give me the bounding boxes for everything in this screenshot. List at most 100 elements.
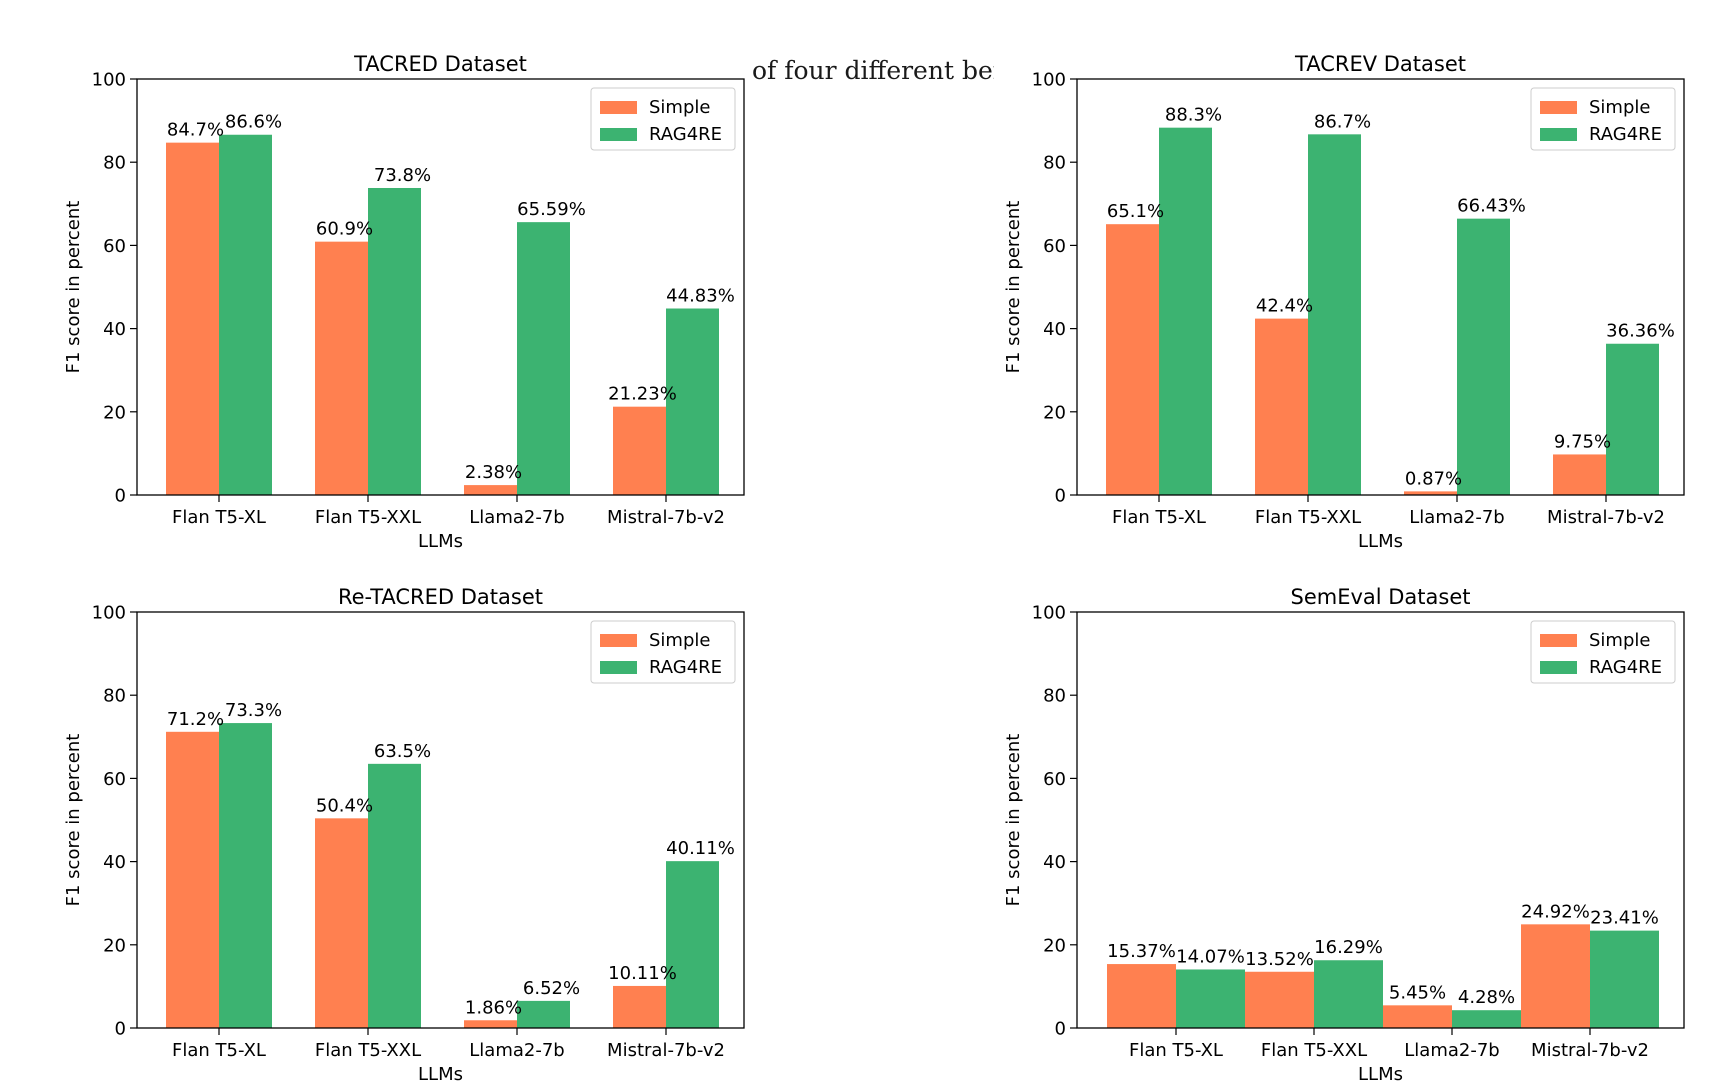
data-label: 84.7% [167,120,224,141]
x-tick-label: Flan T5-XL [1112,507,1206,528]
legend: Simple RAG4RE [1530,620,1676,684]
legend-label: Simple [649,630,710,651]
bar-simple-3 [464,1020,517,1028]
y-tick-label: 40 [103,852,126,873]
data-label: 63.5% [374,741,431,762]
y-tick-label: 80 [103,686,126,707]
data-label: 42.4% [1256,296,1313,317]
bar-rag4re-2 [368,187,421,495]
y-tick-label: 0 [115,486,126,507]
data-label: 40.11% [666,838,735,859]
chart-title: TACRED Dataset [353,52,527,76]
bar-simple-2 [315,241,368,495]
bar-rag4re-1 [1159,127,1212,495]
x-tick-label: Mistral-7b-v2 [607,1040,725,1061]
data-label: 16.29% [1314,937,1383,958]
legend-swatch-simple [600,101,637,114]
plot-frame [1076,78,1685,496]
bar-rag4re-3 [517,222,570,495]
plot-frame [136,611,745,1029]
y-tick-label: 40 [1043,852,1066,873]
bar-simple-2 [315,818,368,1028]
data-label: 65.1% [1107,201,1164,222]
legend: Simple RAG4RE [590,87,736,151]
bar-rag4re-3 [1457,218,1510,496]
data-label: 9.75% [1554,431,1611,452]
legend-label: Simple [1589,97,1650,118]
y-tick-label: 20 [103,935,126,956]
y-axis-label: F1 score in percent [1003,734,1024,907]
legend-label: RAG4RE [1589,124,1662,145]
x-tick-label: Mistral-7b-v2 [607,507,725,528]
legend-swatch-rag4re [1540,661,1577,674]
x-tick-label: Llama2-7b [1404,1040,1499,1061]
x-tick-label: Flan T5-XL [172,1040,266,1061]
y-tick-label: 100 [92,603,126,624]
data-label: 71.2% [167,709,224,730]
y-tick-label: 0 [1055,486,1066,507]
y-tick-label: 40 [1043,319,1066,340]
data-label: 66.43% [1457,196,1526,217]
data-label: 24.92% [1521,901,1590,922]
data-label: 73.3% [225,700,282,721]
bar-simple-4 [613,985,666,1028]
legend-swatch-rag4re [600,661,637,674]
data-label: 4.28% [1458,987,1515,1008]
bar-rag4re-1 [219,134,272,495]
plot-frame [136,78,745,496]
bar-rag4re-4 [666,308,719,495]
bar-rag4re-1 [219,723,272,1028]
legend-swatch-simple [1540,101,1577,114]
bar-simple-3 [1404,491,1457,495]
bar-simple-4 [613,406,666,495]
bar-simple-1 [166,731,219,1028]
data-label: 2.38% [465,462,522,483]
y-tick-label: 60 [103,236,126,257]
x-tick-label: Flan T5-XXL [315,507,421,528]
y-axis-label: F1 score in percent [1003,201,1024,374]
bar-simple-1 [166,142,219,495]
y-tick-label: 20 [1043,935,1066,956]
data-label: 13.52% [1245,949,1314,970]
y-tick-label: 20 [1043,402,1066,423]
y-tick-label: 100 [1032,70,1066,91]
y-tick-label: 60 [1043,236,1066,257]
y-tick-label: 80 [1043,686,1066,707]
x-axis-label: LLMs [1358,1064,1403,1085]
x-tick-label: Flan T5-XXL [1255,507,1361,528]
plot-frame [1076,611,1685,1029]
chart-title: SemEval Dataset [1290,585,1470,609]
x-tick-label: Llama2-7b [469,1040,564,1061]
bar-simple-2 [1245,971,1314,1028]
data-label: 86.6% [225,112,282,133]
y-tick-label: 100 [1032,603,1066,624]
legend: Simple RAG4RE [590,620,736,684]
data-label: 73.8% [374,165,431,186]
bar-rag4re-3 [517,1000,570,1028]
chart-panel-3: 71.2% 50.4% 1.86% 10.11% 73.3% 63.5% 6.52% 40.1… [63,585,745,1085]
legend-swatch-simple [1540,634,1577,647]
legend-swatch-rag4re [1540,128,1577,141]
clipped-caption-text: of four different bench [752,56,994,85]
x-tick-label: Mistral-7b-v2 [1531,1040,1649,1061]
y-tick-label: 60 [103,769,126,790]
data-label: 21.23% [608,384,677,405]
y-tick-label: 20 [103,402,126,423]
data-label: 1.86% [465,997,522,1018]
bar-simple-4 [1553,454,1606,495]
bar-simple-1 [1106,224,1159,495]
chart-title: Re-TACRED Dataset [338,585,543,609]
data-label: 50.4% [316,795,373,816]
bar-rag4re-2 [1314,960,1383,1028]
legend-label: Simple [649,97,710,118]
x-tick-label: Flan T5-XXL [1261,1040,1367,1061]
chart-panel-1: 84.7% 60.9% 2.38% 21.23% 86.6% 73.8% 65.59% 44.… [63,52,745,552]
bar-rag4re-2 [1308,134,1361,495]
x-axis-label: LLMs [1358,531,1403,552]
bar-rag4re-3 [1452,1010,1521,1028]
bar-simple-4 [1521,924,1590,1028]
x-axis-label: LLMs [418,531,463,552]
y-tick-label: 0 [1055,1019,1066,1040]
y-tick-label: 40 [103,319,126,340]
